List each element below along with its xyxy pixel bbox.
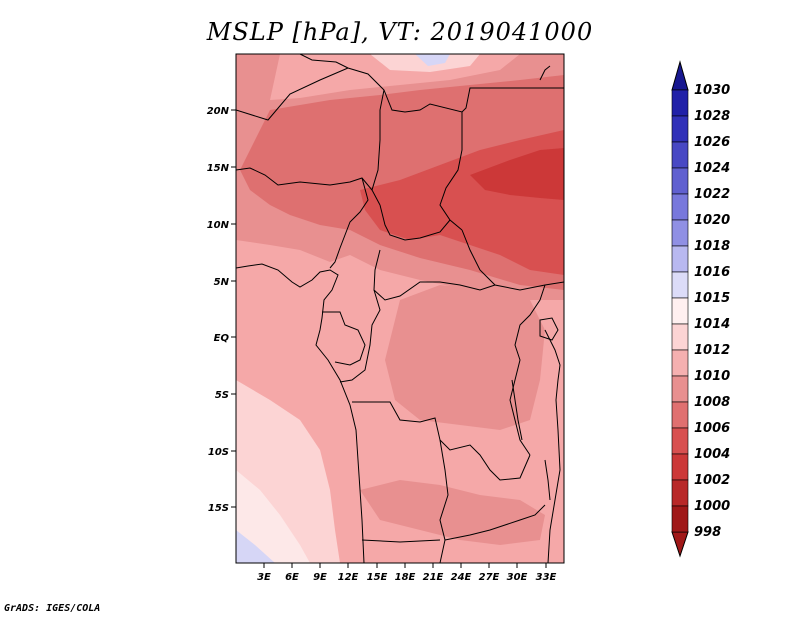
- lat-label-15n: 15N: [207, 163, 230, 174]
- colorbar-segment: [671, 401, 689, 429]
- colorbar-segment: [671, 453, 689, 481]
- map-title: MSLP [hPa], VT: 2019041000: [206, 18, 594, 46]
- grads-credit: GrADS: IGES/COLA: [4, 603, 101, 614]
- border-car: [379, 204, 451, 241]
- colorbar-label: 1012: [694, 343, 730, 358]
- lon-label-6e: 6E: [285, 572, 299, 583]
- colorbar: 1030 1028 1026 1024 1022 1020 1018 1016 1015 1014…: [671, 60, 730, 558]
- colorbar-segment: [671, 141, 689, 169]
- border-drc-south: [352, 401, 531, 481]
- colorbar-label: 1008: [694, 395, 730, 410]
- lon-label-15e: 15E: [367, 572, 388, 583]
- colorbar-label: 1006: [694, 421, 730, 436]
- border-angola-zambia: [439, 439, 449, 563]
- border-nigeria: [236, 167, 373, 191]
- colorbar-segments: [671, 89, 689, 533]
- colorbar-segment: [671, 219, 689, 247]
- colorbar-label: 1028: [694, 109, 730, 124]
- colorbar-label: 1026: [694, 135, 730, 150]
- lat-label-10s: 10S: [208, 447, 229, 458]
- colorbar-segment: [671, 193, 689, 221]
- colorbar-label: 1018: [694, 239, 730, 254]
- lat-label-20n: 20N: [207, 106, 230, 117]
- field-congo-1008: [385, 285, 545, 430]
- pressure-field: [236, 54, 564, 563]
- colorbar-labels: 1030 1028 1026 1024 1022 1020 1018 1016 1015 1014…: [694, 83, 730, 540]
- colorbar-top-arrow: [671, 60, 689, 91]
- colorbar-segment: [671, 323, 689, 351]
- field-1002: [470, 148, 564, 200]
- colorbar-segment: [671, 349, 689, 377]
- colorbar-segment: [671, 271, 689, 299]
- border-car-south: [373, 249, 496, 301]
- lon-label-21e: 21E: [423, 572, 444, 583]
- colorbar-segment: [671, 427, 689, 455]
- lon-label-9e: 9E: [313, 572, 327, 583]
- lon-label-24e: 24E: [451, 572, 472, 583]
- colorbar-label: 1016: [694, 265, 730, 280]
- colorbar-label: 1000: [694, 499, 730, 514]
- border-libya-chad: [299, 54, 564, 113]
- coastline-west: [236, 263, 365, 563]
- colorbar-segment: [671, 245, 689, 273]
- lon-label-3e: 3E: [257, 572, 271, 583]
- red-sea-coast: [539, 65, 551, 81]
- field-angola-1008: [360, 480, 545, 545]
- colorbar-label: 1002: [694, 473, 730, 488]
- lake-tanganyika: [511, 379, 523, 441]
- border-zambia-south: [444, 504, 546, 541]
- lake-victoria: [539, 317, 559, 341]
- lat-label-5s: 5S: [215, 390, 229, 401]
- latitude-axis: 20N 15N 10N 5N EQ 5S 10S 15S: [207, 106, 236, 514]
- lon-label-12e: 12E: [338, 572, 359, 583]
- border-gabon: [322, 311, 366, 366]
- colorbar-segment: [671, 115, 689, 143]
- colorbar-label: 1030: [694, 83, 730, 98]
- lon-label-18e: 18E: [395, 572, 416, 583]
- border-chad-east: [371, 89, 385, 206]
- border-congo: [339, 289, 381, 383]
- colorbar-bottom-arrow: [671, 531, 689, 558]
- border-east-coast: [544, 329, 561, 563]
- lat-label-5n: 5N: [214, 277, 230, 288]
- colorbar-label: 1004: [694, 447, 730, 462]
- lat-label-eq: EQ: [214, 333, 230, 344]
- border-cameroon-north: [329, 177, 369, 269]
- colorbar-segment: [671, 505, 689, 533]
- lat-label-15s: 15S: [208, 503, 229, 514]
- colorbar-label: 1020: [694, 213, 730, 228]
- border-niger-chad: [236, 67, 349, 121]
- colorbar-label: 1022: [694, 187, 730, 202]
- field-southwest-1014: [236, 470, 310, 563]
- field-southwest-1016: [236, 530, 275, 563]
- border-drc-east: [509, 284, 546, 456]
- colorbar-segment: [671, 479, 689, 507]
- colorbar-segment: [671, 297, 689, 325]
- lake-malawi: [544, 459, 551, 501]
- colorbar-label: 1024: [694, 161, 730, 176]
- longitude-axis: 3E 6E 9E 12E 15E 18E 21E 24E 27E 30E 33E: [257, 563, 557, 583]
- colorbar-label: 998: [694, 525, 721, 540]
- lon-label-27e: 27E: [479, 572, 500, 583]
- country-borders: [236, 54, 564, 563]
- colorbar-label: 1014: [694, 317, 730, 332]
- lon-label-30e: 30E: [507, 572, 528, 583]
- colorbar-segment: [671, 89, 689, 117]
- colorbar-label: 1010: [694, 369, 730, 384]
- field-north-1016: [415, 54, 450, 66]
- colorbar-label: 1015: [694, 291, 730, 306]
- border-namibia: [361, 539, 441, 543]
- map-frame: [235, 53, 565, 564]
- colorbar-segment: [671, 167, 689, 195]
- lat-label-10n: 10N: [207, 220, 230, 231]
- colorbar-segment: [671, 375, 689, 403]
- lon-label-33e: 33E: [536, 572, 557, 583]
